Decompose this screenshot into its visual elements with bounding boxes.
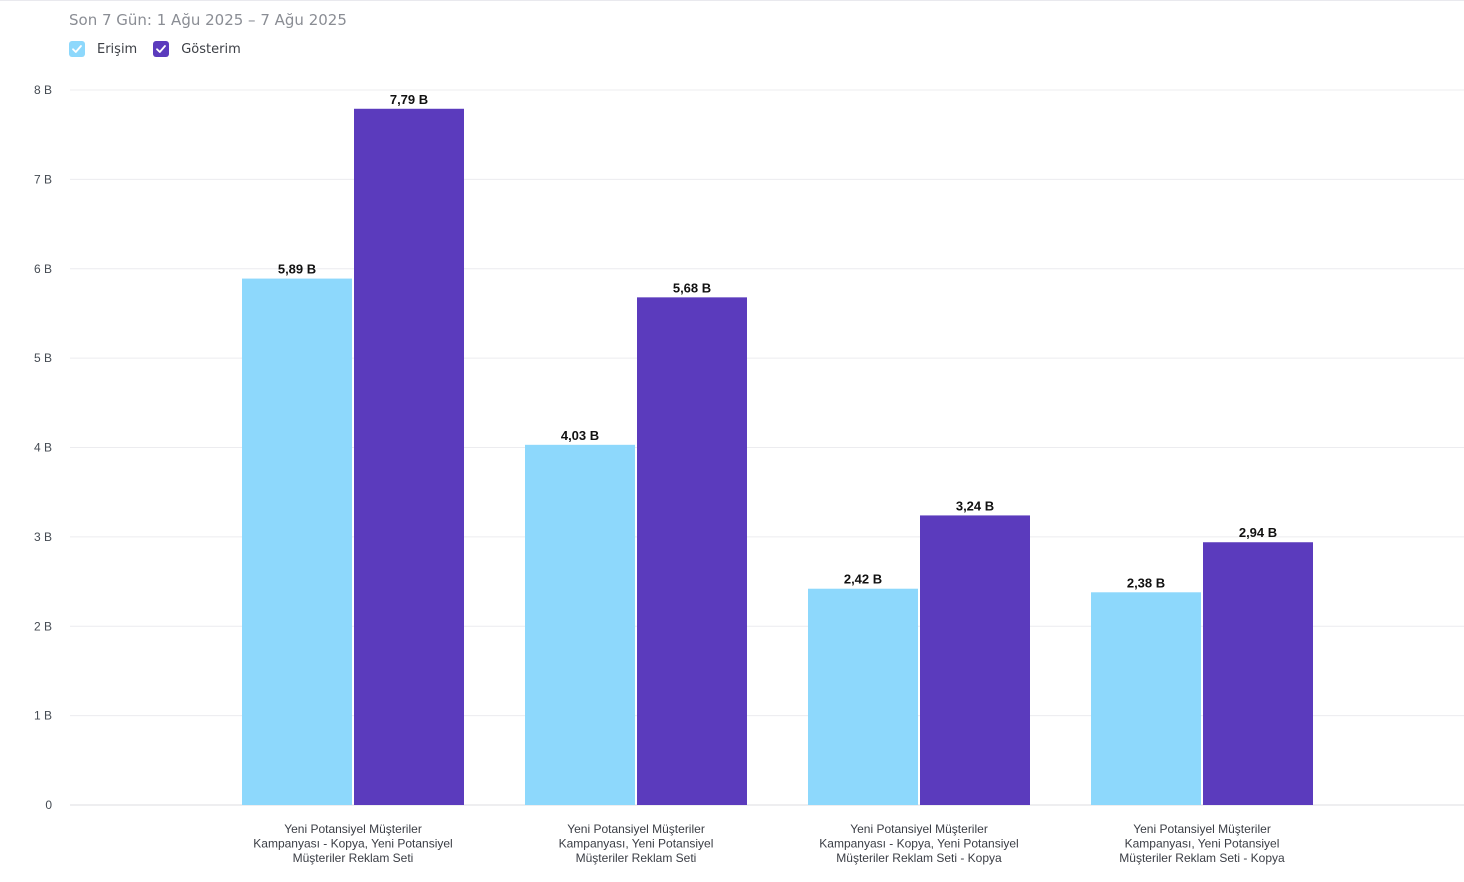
x-category-label: Kampanyası, Yeni Potansiyel [559,837,714,851]
legend-label: Gösterim [181,41,241,57]
x-category-label: Yeni Potansiyel Müşteriler [850,822,988,836]
top-divider [0,0,1464,1]
x-category-label: Yeni Potansiyel Müşteriler [567,822,705,836]
x-category-label: Müşteriler Reklam Seti - Kopya [836,851,1002,865]
bar-erisim[interactable] [525,444,635,805]
chart-legend: Erişim Gösterim [69,41,257,57]
x-category-label: Kampanyası, Yeni Potansiyel [1125,837,1280,851]
bar-erisim[interactable] [808,588,918,805]
data-label: 4,03 B [561,428,599,443]
x-category-label: Yeni Potansiyel Müşteriler [1133,822,1271,836]
checkbox-checked-icon[interactable] [153,41,170,57]
x-category-label: Müşteriler Reklam Seti [576,851,697,865]
y-tick-label: 3 B [34,530,52,544]
x-category-label: Müşteriler Reklam Seti - Kopya [1119,851,1285,865]
y-tick-label: 2 B [34,619,52,633]
bar-gosterim[interactable] [637,297,747,805]
bar-gosterim[interactable] [920,515,1030,805]
y-tick-label: 4 B [34,441,52,455]
data-label: 2,42 B [844,572,882,587]
data-label: 2,94 B [1239,525,1277,540]
checkbox-checked-icon[interactable] [69,41,85,57]
bar-erisim[interactable] [242,278,352,805]
y-tick-label: 1 B [34,709,52,723]
data-label: 5,89 B [278,262,316,277]
bar-erisim[interactable] [1091,592,1201,805]
data-label: 7,79 B [390,92,428,107]
bar-gosterim[interactable] [1203,542,1313,805]
y-tick-label: 6 B [34,262,52,276]
data-label: 5,68 B [673,280,711,295]
data-label: 2,38 B [1127,575,1165,590]
x-category-label: Kampanyası - Kopya, Yeni Potansiyel [819,837,1018,851]
y-tick-label: 0 [45,798,52,812]
y-tick-label: 8 B [34,83,52,97]
x-category-label: Yeni Potansiyel Müşteriler [284,822,422,836]
y-tick-label: 5 B [34,351,52,365]
data-label: 3,24 B [956,498,994,513]
date-range-subtitle: Son 7 Gün: 1 Ağu 2025 – 7 Ağu 2025 [69,11,347,29]
x-category-label: Müşteriler Reklam Seti [293,851,414,865]
legend-label: Erişim [97,41,138,57]
x-category-label: Kampanyası - Kopya, Yeni Potansiyel [253,837,452,851]
legend-item-erisim[interactable]: Erişim [69,41,137,57]
legend-item-gosterim[interactable]: Gösterim [153,41,241,57]
y-tick-label: 7 B [34,172,52,186]
bar-gosterim[interactable] [354,108,464,806]
